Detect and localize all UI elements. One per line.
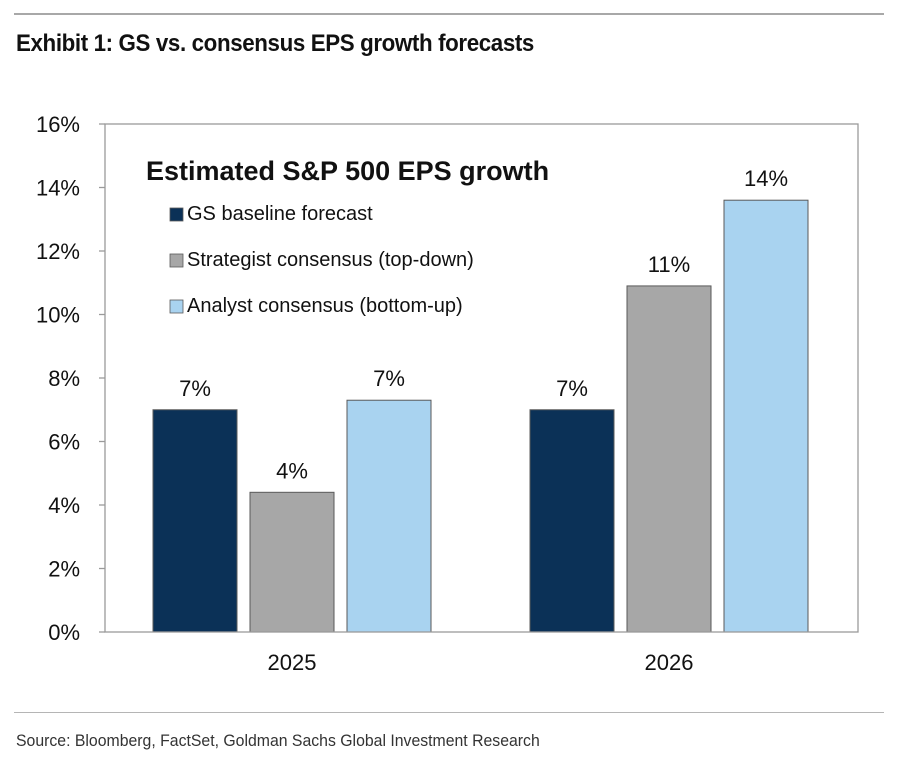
bar bbox=[626, 285, 712, 633]
chart-title: Estimated S&P 500 EPS growth bbox=[146, 156, 549, 186]
x-axis: 2025 2026 bbox=[268, 650, 694, 675]
bar-data-label: 7% bbox=[556, 376, 588, 401]
x-tick-label: 2026 bbox=[645, 650, 694, 675]
top-rule bbox=[14, 13, 884, 15]
y-tick-label: 16% bbox=[36, 112, 80, 137]
legend-label: GS baseline forecast bbox=[187, 203, 373, 225]
bar-data-label: 7% bbox=[179, 376, 211, 401]
y-tick-label: 4% bbox=[48, 493, 80, 518]
y-tick-label: 12% bbox=[36, 239, 80, 264]
plot-frame bbox=[104, 123, 859, 633]
y-tick-label: 6% bbox=[48, 430, 80, 455]
bottom-rule bbox=[14, 712, 884, 713]
bar bbox=[346, 399, 432, 633]
y-tick-label: 8% bbox=[48, 366, 80, 391]
legend-swatch bbox=[169, 207, 184, 222]
legend: GS baseline forecast Strategist consensus… bbox=[169, 203, 474, 317]
y-tick-label: 2% bbox=[48, 557, 80, 582]
y-tick-label: 10% bbox=[36, 303, 80, 328]
legend-label: Analyst consensus (bottom-up) bbox=[187, 295, 463, 317]
y-tick-label: 0% bbox=[48, 620, 80, 645]
bars: 7% 4% 7% 7% 11% 14% bbox=[152, 166, 809, 633]
bar bbox=[152, 409, 238, 633]
bar bbox=[249, 491, 335, 633]
legend-swatch bbox=[169, 253, 184, 268]
legend-label: Strategist consensus (top-down) bbox=[187, 249, 474, 271]
eps-growth-chart: 0% 2% 4% 6% 8% 10% 12% 14% 16% 7% 4% 7% 7% 11% 14% 20… bbox=[36, 112, 859, 675]
legend-swatch bbox=[169, 299, 184, 314]
exhibit-title: Exhibit 1: GS vs. consensus EPS growth f… bbox=[16, 30, 534, 57]
x-tick-label: 2025 bbox=[268, 650, 317, 675]
y-axis: 0% 2% 4% 6% 8% 10% 12% 14% 16% bbox=[36, 112, 105, 645]
bar bbox=[723, 199, 809, 633]
bar-data-label: 7% bbox=[373, 366, 405, 391]
bar-data-label: 11% bbox=[648, 252, 690, 277]
source-note: Source: Bloomberg, FactSet, Goldman Sach… bbox=[16, 731, 540, 750]
bar-data-label: 4% bbox=[276, 458, 308, 483]
bar bbox=[529, 409, 615, 633]
y-tick-label: 14% bbox=[36, 176, 80, 201]
bar-data-label: 14% bbox=[744, 166, 788, 191]
